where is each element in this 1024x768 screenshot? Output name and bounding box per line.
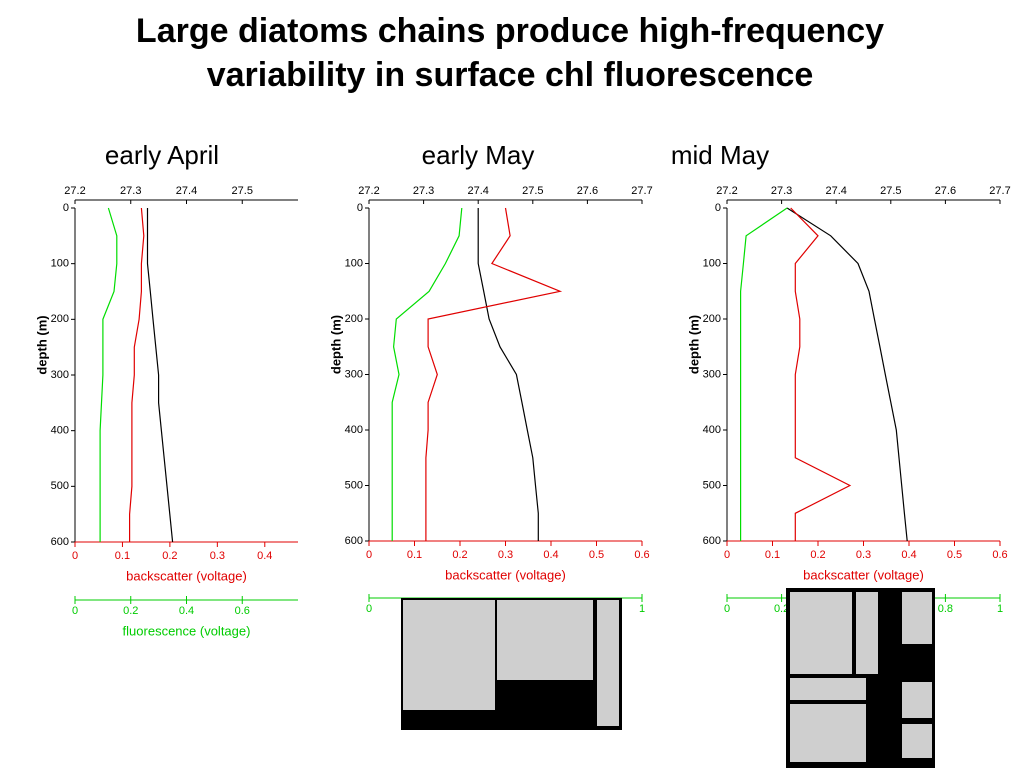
x2-tick-label: 27.4 [176, 185, 197, 197]
x-tick-label: 0.4 [257, 550, 272, 562]
x-tick-label: 0.6 [992, 549, 1007, 561]
y-tick-label: 100 [345, 257, 363, 269]
y-tick-label: 400 [345, 424, 363, 436]
x-tick-label: 0 [724, 549, 730, 561]
y-axis-label: depth (m) [328, 315, 343, 374]
x2-tick-label: 27.3 [771, 185, 792, 197]
x3-tick-label: 0 [72, 605, 78, 617]
x-axis-label: backscatter (voltage) [445, 567, 566, 582]
x2-tick-label: 27.2 [358, 185, 379, 197]
photo-panel [902, 592, 932, 644]
x2-tick-label: 27.5 [880, 185, 901, 197]
profile-line [99, 207, 118, 542]
x3-tick-label: 0.2 [123, 605, 138, 617]
x2-tick-label: 27.3 [120, 185, 141, 197]
x-tick-label: 0.3 [498, 549, 513, 561]
x3-axis-label: fluorescence (voltage) [123, 623, 251, 638]
y-tick-label: 500 [703, 479, 721, 491]
x3-tick-label: 0.2 [774, 603, 789, 615]
y-tick-label: 500 [345, 479, 363, 491]
y-tick-label: 0 [715, 202, 721, 214]
x2-tick-label: 27.6 [935, 185, 956, 197]
profile-line [477, 208, 539, 541]
photo-panel [790, 704, 866, 762]
y-tick-label: 500 [51, 480, 69, 492]
profile-line [790, 207, 852, 541]
x3-tick-label: 0.6 [235, 605, 250, 617]
y-tick-label: 300 [345, 368, 363, 380]
x2-tick-label: 27.2 [64, 185, 85, 197]
x-tick-label: 0 [366, 549, 372, 561]
photo-panel [790, 592, 852, 674]
x-tick-label: 0.4 [901, 549, 916, 561]
x-tick-label: 0 [72, 550, 78, 562]
y-tick-label: 400 [51, 425, 69, 437]
panel-title: early May [422, 140, 535, 170]
y-tick-label: 100 [703, 257, 721, 269]
x-tick-label: 0.3 [856, 549, 871, 561]
x3-tick-label: 0 [724, 603, 730, 615]
x2-tick-label: 27.3 [413, 185, 434, 197]
y-tick-label: 200 [703, 313, 721, 325]
x2-tick-label: 27.5 [232, 185, 253, 197]
x-tick-label: 0.5 [947, 549, 962, 561]
y-tick-label: 600 [703, 535, 721, 547]
slide-title: variability in surface chl fluorescence [207, 56, 814, 94]
x-tick-label: 0.1 [115, 550, 130, 562]
y-axis-label: depth (m) [34, 315, 49, 374]
y-tick-label: 600 [345, 535, 363, 547]
x-tick-label: 0.2 [810, 549, 825, 561]
photo-panel [403, 600, 495, 710]
y-tick-label: 0 [357, 202, 363, 214]
y-tick-label: 300 [703, 368, 721, 380]
x-axis-label: backscatter (voltage) [803, 567, 924, 582]
photo-panel [497, 600, 593, 680]
x2-tick-label: 27.6 [577, 185, 598, 197]
slide-title: Large diatoms chains produce high-freque… [136, 12, 884, 50]
x2-tick-label: 27.7 [989, 185, 1010, 197]
x2-tick-label: 27.4 [467, 185, 488, 197]
x-tick-label: 0.5 [589, 549, 604, 561]
x3-tick-label: 0 [366, 603, 372, 615]
y-tick-label: 200 [51, 313, 69, 325]
x-axis-label: backscatter (voltage) [126, 568, 247, 583]
x-tick-label: 0.2 [162, 550, 177, 562]
profile-line [425, 207, 563, 541]
profile-line [129, 207, 145, 542]
x3-tick-label: 0.4 [179, 605, 194, 617]
profile-line [391, 207, 463, 541]
x2-tick-label: 27.4 [825, 185, 846, 197]
y-tick-label: 0 [63, 202, 69, 214]
y-tick-label: 400 [703, 424, 721, 436]
photo-panel [902, 682, 932, 718]
photo-panel [597, 600, 619, 726]
x-tick-label: 0.3 [210, 550, 225, 562]
x-tick-label: 0.6 [634, 549, 649, 561]
y-tick-label: 600 [51, 536, 69, 548]
profile-line [786, 207, 908, 542]
photo-panel [902, 724, 932, 758]
x2-tick-label: 27.2 [716, 185, 737, 197]
y-tick-label: 200 [345, 313, 363, 325]
y-tick-label: 100 [51, 258, 69, 270]
x-tick-label: 0.4 [543, 549, 558, 561]
x2-tick-label: 27.5 [522, 185, 543, 197]
x2-tick-label: 27.7 [631, 185, 652, 197]
panel-title: mid May [671, 140, 769, 170]
panel-title: early April [105, 140, 219, 170]
profile-line [146, 208, 174, 543]
x3-tick-label: 0.8 [938, 603, 953, 615]
photo-panel [790, 678, 866, 700]
photo-panel [856, 592, 878, 674]
x-tick-label: 0.2 [452, 549, 467, 561]
x3-tick-label: 1 [639, 603, 645, 615]
y-axis-label: depth (m) [686, 315, 701, 374]
x3-tick-label: 1 [997, 603, 1003, 615]
x-tick-label: 0.1 [407, 549, 422, 561]
y-tick-label: 300 [51, 369, 69, 381]
profile-line [740, 207, 788, 541]
x-tick-label: 0.1 [765, 549, 780, 561]
